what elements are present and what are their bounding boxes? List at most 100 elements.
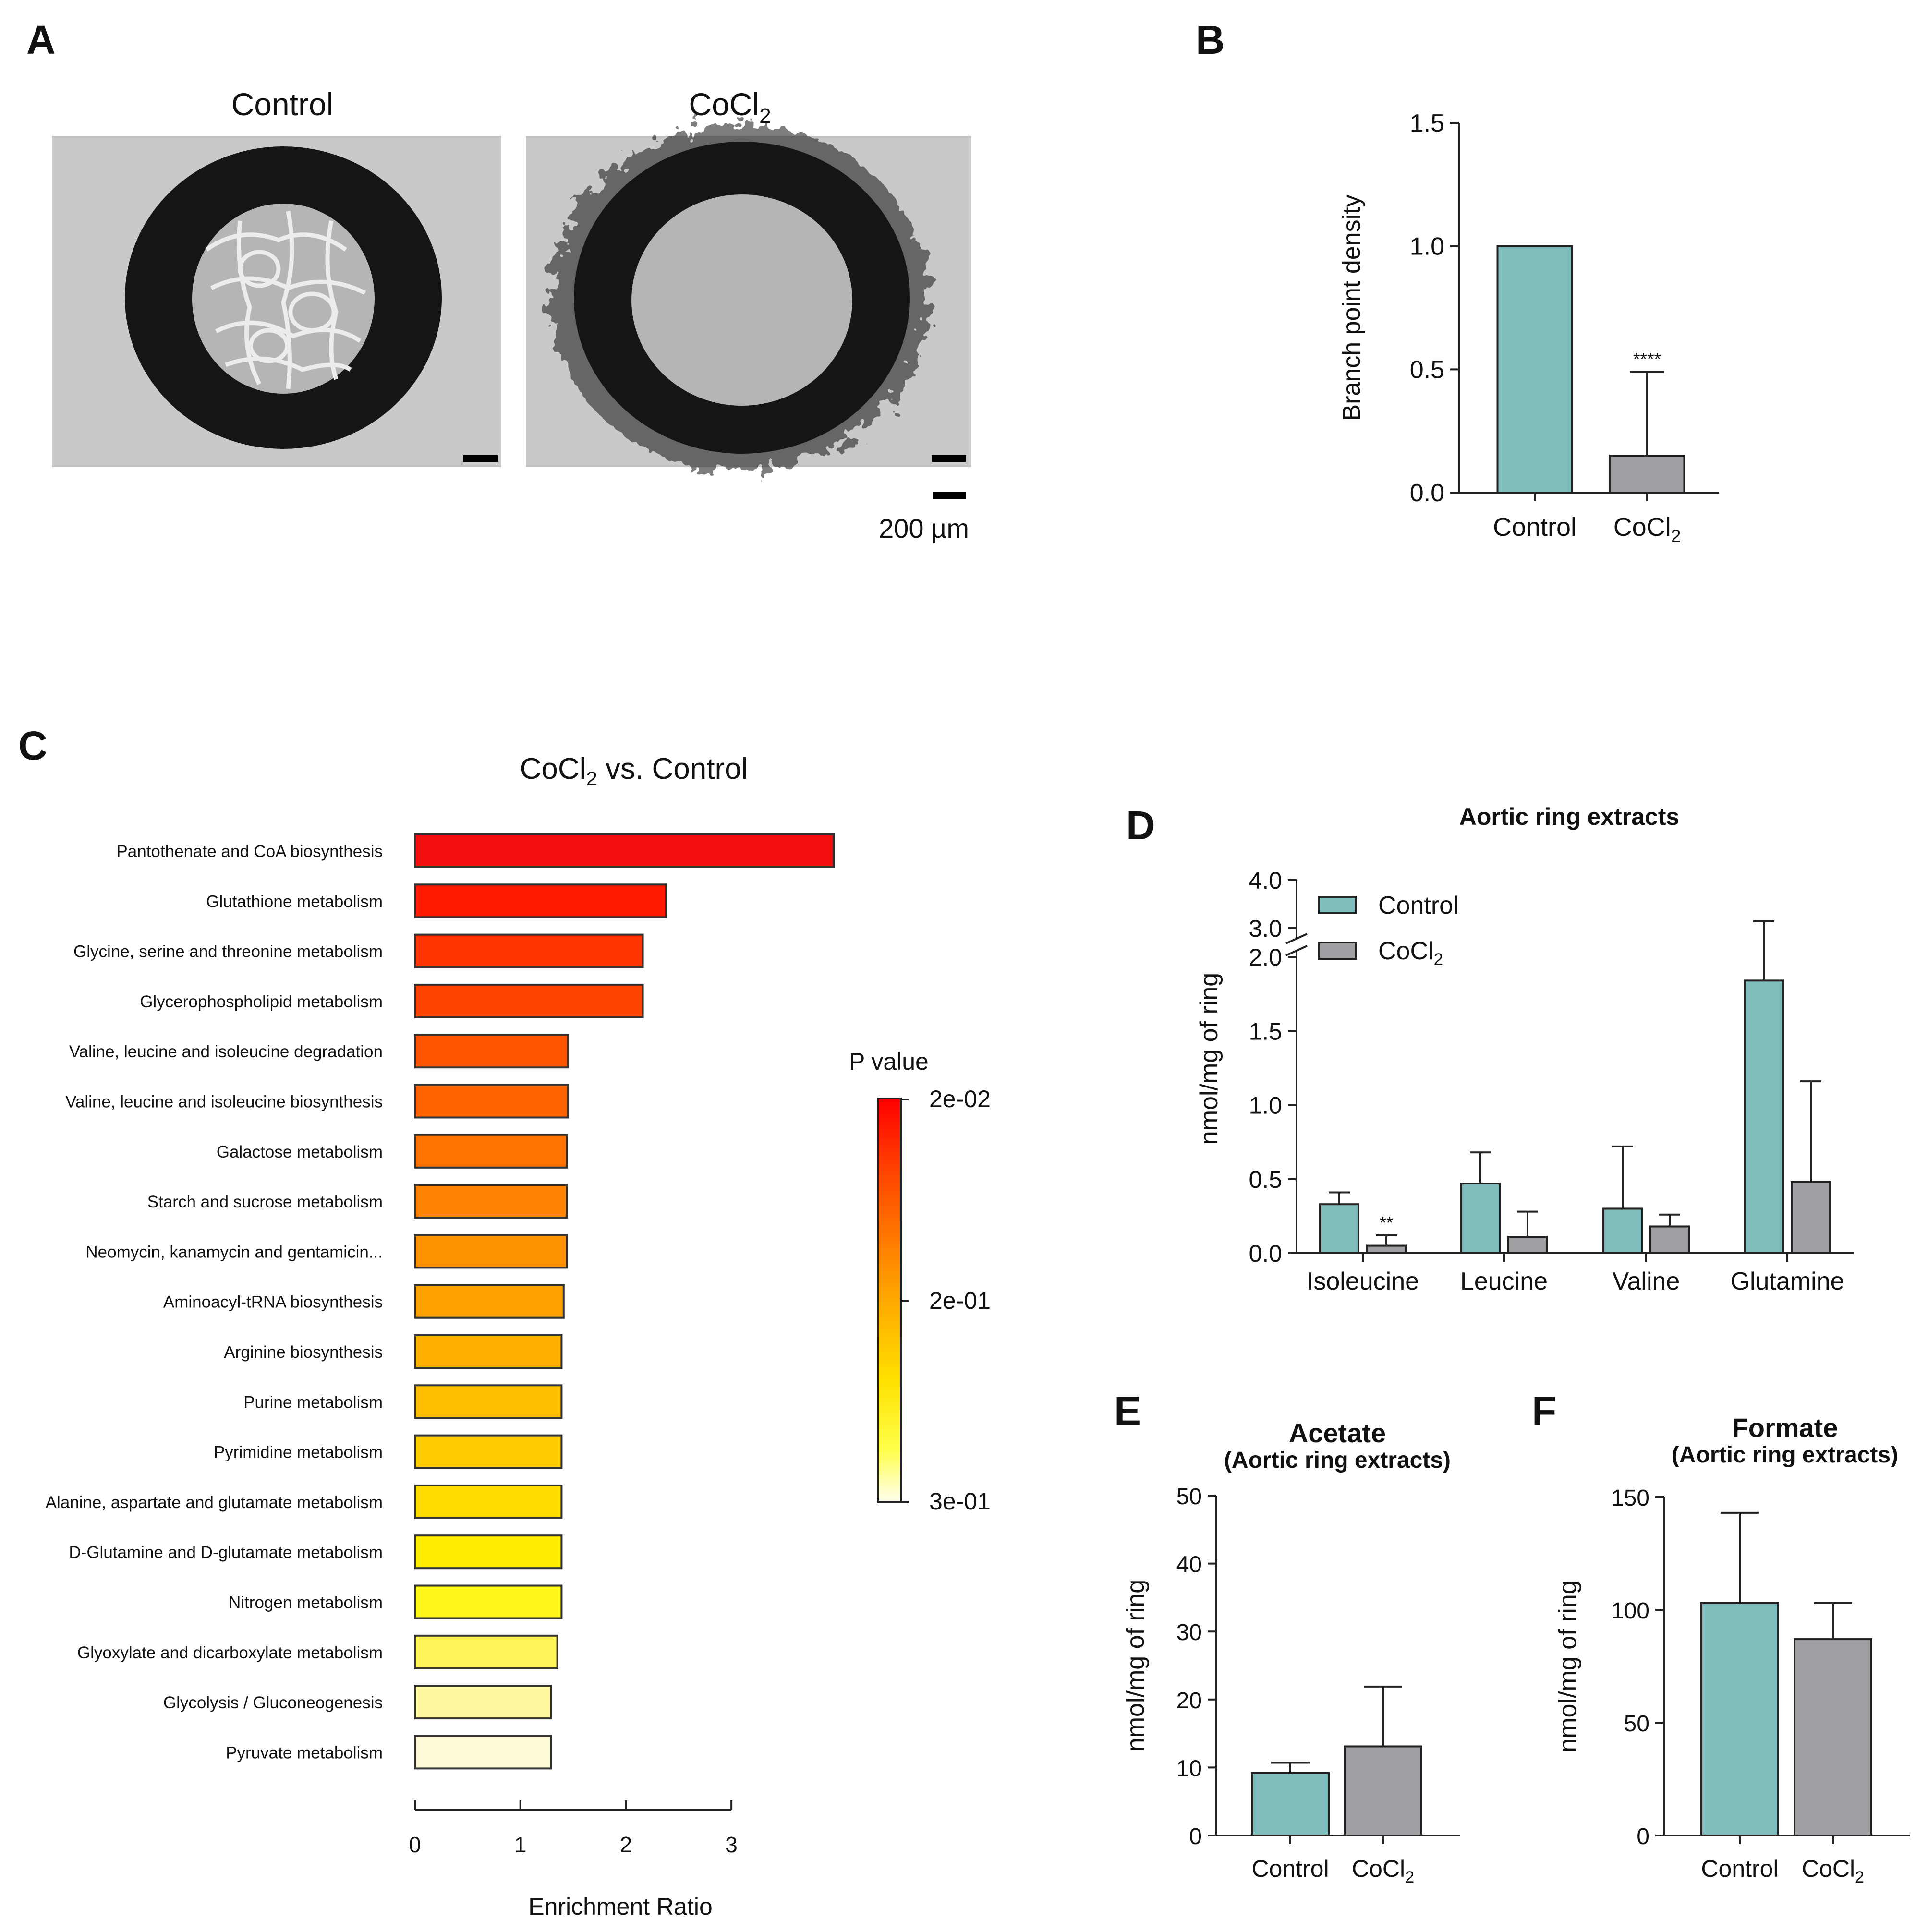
chart-e-y-tick-label: 0: [1189, 1824, 1202, 1849]
chart-d-legend-label-0: Control: [1378, 892, 1459, 919]
chart-c-x-tick-label: 1: [514, 1832, 527, 1857]
image-title-control: Control: [231, 86, 334, 122]
chart-c-bar-11: [414, 1384, 563, 1419]
chart-e-category-label-0: Control: [1251, 1855, 1329, 1882]
chart-f-category-label-1: CoCl2: [1802, 1855, 1864, 1886]
chart-c-bar-18: [414, 1735, 552, 1770]
chart-f-category-label-0: Control: [1701, 1855, 1778, 1882]
chart-d-legend-swatch-0: [1318, 896, 1357, 914]
chart-f: 0 50 100 150 nmol/mg of ring Formate(Aortic r…: [1554, 1413, 1910, 1886]
chart-b-category-label-1: CoCl2: [1613, 513, 1681, 546]
p-value-tick-label-0: 2e-02: [929, 1086, 991, 1112]
chart-c-x-label: Enrichment Ratio: [528, 1893, 713, 1920]
chart-c-pathway-label-15: Nitrogen metabolism: [229, 1594, 383, 1612]
panel-e-letter: E: [1114, 1389, 1141, 1434]
chart-c-bar-14: [414, 1534, 563, 1570]
chart-b: 0.0 0.5 1.0 1.5 Branch point density Control *…: [1338, 109, 1719, 546]
chart-c-x-tick-label: 0: [409, 1832, 421, 1857]
panel-f-letter: F: [1532, 1389, 1556, 1434]
image-title-cocl2: CoCl2: [689, 86, 771, 128]
chart-c-bar-12: [414, 1434, 563, 1469]
chart-e-category-label-1: CoCl2: [1352, 1855, 1414, 1886]
chart-d-category-label-3: Glutamine: [1731, 1268, 1844, 1295]
chart-c-pathway-label-17: Glycolysis / Gluconeogenesis: [163, 1693, 383, 1712]
chart-d-axis-break-mark: [1285, 945, 1308, 956]
chart-c-pathway-label-13: Alanine, aspartate and glutamate metabol…: [46, 1493, 383, 1512]
panel-a: A Control CoCl2 200 µm: [26, 17, 971, 543]
chart-d-y-tick-label: 1.5: [1249, 1018, 1282, 1045]
chart-e-y-tick-label: 30: [1176, 1620, 1202, 1645]
chart-f-bar-1: [1794, 1638, 1872, 1837]
chart-e-subtitle: (Aortic ring extracts): [1224, 1448, 1451, 1473]
chart-d-axis-break-mark: [1285, 933, 1308, 944]
chart-d-y-tick-label: 0.0: [1249, 1240, 1282, 1267]
chart-c-pathway-label-3: Glycerophospholipid metabolism: [140, 992, 383, 1011]
chart-e-bar-0: [1251, 1772, 1330, 1837]
chart-e-bar-1: [1344, 1745, 1422, 1836]
chart-c-bar-7: [414, 1184, 568, 1219]
chart-d-y-tick-label: 0.5: [1249, 1166, 1282, 1193]
chart-f-title: Formate: [1732, 1413, 1838, 1443]
chart-c-pathway-label-9: Aminoacyl-tRNA biosynthesis: [163, 1293, 383, 1312]
chart-e-y-tick-label: 10: [1176, 1756, 1202, 1781]
scalebar-label: 200 µm: [879, 513, 969, 543]
chart-d-bar-0-1: [1366, 1244, 1407, 1254]
panel-d: D 0.0 0.5 1.0 1.5 2.03.0 4.0 nmol/mg of ring Ao…: [1126, 803, 1854, 1295]
chart-c-bar-1: [414, 883, 667, 918]
chart-c-pathway-label-6: Galactose metabolism: [217, 1143, 383, 1161]
chart-d-bar-3-0: [1744, 979, 1784, 1254]
chart-d-legend-swatch-1: [1318, 942, 1357, 960]
p-value-tick-label-1: 2e-01: [929, 1287, 991, 1314]
chart-c-bar-13: [414, 1484, 563, 1519]
chart-f-y-tick-label: 100: [1611, 1598, 1649, 1624]
chart-d-category-label-2: Valine: [1613, 1268, 1680, 1295]
chart-d-bar-2-0: [1602, 1208, 1643, 1254]
chart-c-bar-15: [414, 1584, 563, 1619]
chart-e-y-tick-label: 20: [1176, 1688, 1202, 1714]
chart-d-bar-3-1: [1791, 1181, 1831, 1254]
panel-c: C CoCl2 vs. Control Pantothenate and CoA…: [18, 723, 991, 1920]
chart-c-x-tick-label: 3: [725, 1832, 738, 1857]
micrograph-cocl2-scalebar: [932, 455, 966, 462]
panel-d-letter: D: [1126, 803, 1155, 848]
micrograph-cocl2-lumen: [631, 194, 852, 406]
p-value-legend-title: P value: [849, 1048, 929, 1075]
chart-f-bar-0: [1700, 1602, 1779, 1836]
chart-b-y-tick-label: 0.0: [1410, 479, 1444, 507]
chart-c-pathway-label-12: Pyrimidine metabolism: [214, 1443, 383, 1462]
chart-d-bar-1-0: [1460, 1183, 1501, 1254]
scalebar: [933, 492, 966, 499]
panel-b-letter: B: [1196, 17, 1225, 62]
panel-e: E 0 10 20 30 40 50 nmol/mg of ring Acetate(Aort…: [1114, 1389, 1460, 1886]
chart-c-bar-4: [414, 1034, 569, 1069]
chart-d-y-tick-label: 4.0: [1249, 867, 1282, 894]
chart-c-pathway-label-16: Glyoxylate and dicarboxylate metabolism: [77, 1643, 383, 1662]
chart-d-legend-label-1: CoCl2: [1378, 937, 1443, 969]
chart-d: 0.0 0.5 1.0 1.5 2.03.0 4.0 nmol/mg of ring Aort…: [1195, 803, 1854, 1295]
chart-d-legend: Control CoCl2: [1318, 892, 1459, 969]
chart-d-annotation-0: **: [1380, 1213, 1393, 1232]
chart-d-y-tick-label: 1.0: [1249, 1092, 1282, 1119]
micrograph-control-vessel-network: [205, 211, 366, 389]
chart-d-category-label-1: Leucine: [1460, 1268, 1548, 1295]
chart-b-y-tick-label: 1.5: [1410, 109, 1444, 137]
micrograph-cocl2: [526, 124, 971, 471]
chart-c-bar-6: [414, 1134, 568, 1169]
chart-c-bar-5: [414, 1084, 569, 1119]
chart-d-y-label: nmol/mg of ring: [1195, 973, 1223, 1145]
chart-c-pathway-label-8: Neomycin, kanamycin and gentamicin...: [85, 1243, 383, 1261]
chart-d-bar-2-1: [1649, 1225, 1690, 1254]
chart-b-annotation-1: ****: [1633, 349, 1661, 369]
chart-c-pathway-label-4: Valine, leucine and isoleucine degradati…: [69, 1042, 383, 1061]
chart-b-y-label: Branch point density: [1338, 194, 1366, 421]
chart-c-pathway-label-11: Purine metabolism: [243, 1393, 383, 1412]
chart-c-pathway-label-2: Glycine, serine and threonine metabolism: [73, 942, 383, 961]
chart-d-category-label-0: Isoleucine: [1307, 1268, 1419, 1295]
chart-c-title: CoCl2 vs. Control: [520, 752, 748, 790]
chart-c-bar-3: [414, 983, 644, 1018]
micrograph-control: [52, 136, 501, 467]
chart-d-y-tick-label: 2.0: [1249, 944, 1282, 971]
chart-d-bar-0-0: [1319, 1203, 1359, 1255]
chart-d-bar-1-1: [1507, 1236, 1548, 1254]
